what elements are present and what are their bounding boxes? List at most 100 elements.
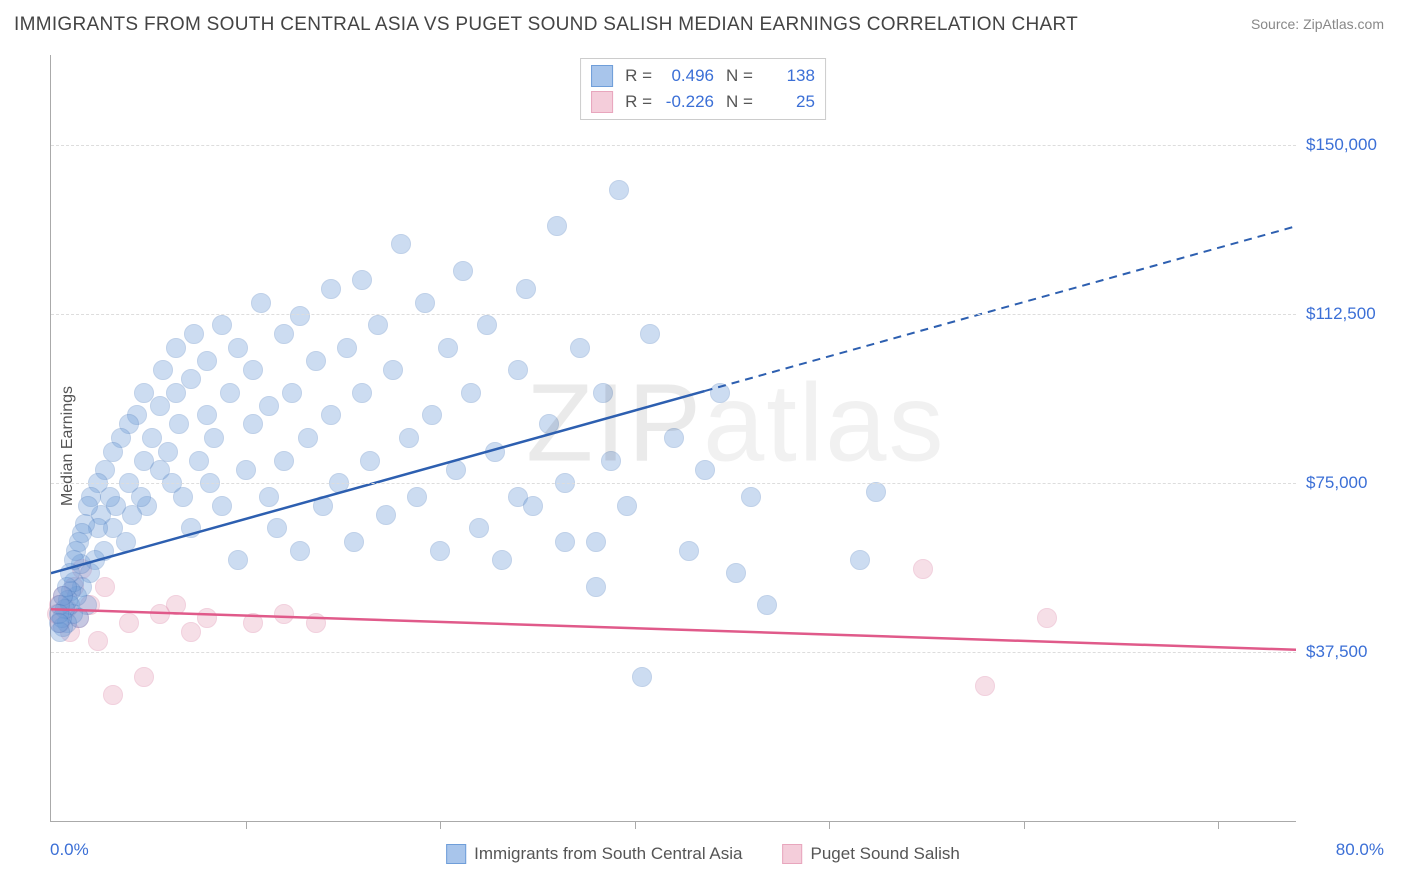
data-point — [601, 451, 621, 471]
data-point — [274, 604, 294, 624]
data-point — [134, 451, 154, 471]
n-value: 138 — [761, 66, 815, 86]
legend-item: Puget Sound Salish — [782, 844, 959, 864]
data-point — [523, 496, 543, 516]
data-point — [757, 595, 777, 615]
data-point — [679, 541, 699, 561]
data-point — [78, 496, 98, 516]
data-point — [181, 518, 201, 538]
swatch-icon — [446, 844, 466, 864]
y-tick-label: $112,500 — [1306, 304, 1396, 324]
r-label: R = — [625, 66, 652, 86]
data-point — [274, 324, 294, 344]
data-point — [153, 360, 173, 380]
data-point — [344, 532, 364, 552]
data-point — [306, 351, 326, 371]
data-point — [586, 532, 606, 552]
n-label: N = — [726, 66, 753, 86]
data-point — [150, 396, 170, 416]
data-point — [197, 351, 217, 371]
data-point — [741, 487, 761, 507]
data-point — [570, 338, 590, 358]
series-legend: Immigrants from South Central Asia Puget… — [446, 844, 960, 864]
data-point — [274, 451, 294, 471]
data-point — [617, 496, 637, 516]
data-point — [181, 369, 201, 389]
data-point — [119, 613, 139, 633]
data-point — [259, 487, 279, 507]
data-point — [430, 541, 450, 561]
gridline — [51, 483, 1296, 484]
data-point — [166, 338, 186, 358]
chart-container: IMMIGRANTS FROM SOUTH CENTRAL ASIA VS PU… — [0, 0, 1406, 892]
data-point — [197, 405, 217, 425]
data-point — [290, 541, 310, 561]
data-point — [539, 414, 559, 434]
data-point — [1037, 608, 1057, 628]
data-point — [103, 685, 123, 705]
data-point — [181, 622, 201, 642]
data-point — [360, 451, 380, 471]
x-axis-min-label: 0.0% — [50, 840, 89, 860]
data-point — [461, 383, 481, 403]
data-point — [352, 270, 372, 290]
data-point — [290, 306, 310, 326]
n-label: N = — [726, 92, 753, 112]
data-point — [282, 383, 302, 403]
gridline — [51, 145, 1296, 146]
data-point — [243, 414, 263, 434]
data-point — [184, 324, 204, 344]
data-point — [555, 532, 575, 552]
data-point — [391, 234, 411, 254]
correlation-row-1: R = 0.496 N = 138 — [591, 63, 815, 89]
data-point — [103, 442, 123, 462]
data-point — [298, 428, 318, 448]
legend-label: Immigrants from South Central Asia — [474, 844, 742, 864]
watermark: ZIPatlas — [526, 359, 945, 486]
data-point — [710, 383, 730, 403]
x-tick — [246, 821, 247, 829]
data-point — [243, 613, 263, 633]
data-point — [516, 279, 536, 299]
data-point — [593, 383, 613, 403]
data-point — [586, 577, 606, 597]
source-label: Source: ZipAtlas.com — [1251, 16, 1384, 32]
n-value: 25 — [761, 92, 815, 112]
swatch-icon — [591, 91, 613, 113]
x-tick — [829, 821, 830, 829]
data-point — [267, 518, 287, 538]
data-point — [49, 613, 69, 633]
data-point — [422, 405, 442, 425]
swatch-icon — [591, 65, 613, 87]
data-point — [477, 315, 497, 335]
data-point — [88, 631, 108, 651]
data-point — [453, 261, 473, 281]
swatch-icon — [782, 844, 802, 864]
gridline — [51, 652, 1296, 653]
data-point — [695, 460, 715, 480]
gridline — [51, 314, 1296, 315]
chart-title: IMMIGRANTS FROM SOUTH CENTRAL ASIA VS PU… — [14, 14, 1078, 36]
y-tick-label: $75,000 — [1306, 473, 1396, 493]
data-point — [212, 315, 232, 335]
data-point — [321, 279, 341, 299]
data-point — [150, 604, 170, 624]
data-point — [547, 216, 567, 236]
data-point — [321, 405, 341, 425]
data-point — [228, 338, 248, 358]
data-point — [609, 180, 629, 200]
data-point — [415, 293, 435, 313]
data-point — [142, 428, 162, 448]
data-point — [866, 482, 886, 502]
data-point — [368, 315, 388, 335]
data-point — [469, 518, 489, 538]
data-point — [228, 550, 248, 570]
r-value: -0.226 — [660, 92, 714, 112]
data-point — [158, 442, 178, 462]
data-point — [376, 505, 396, 525]
x-tick — [1024, 821, 1025, 829]
data-point — [446, 460, 466, 480]
data-point — [913, 559, 933, 579]
x-tick — [1218, 821, 1219, 829]
data-point — [197, 608, 217, 628]
